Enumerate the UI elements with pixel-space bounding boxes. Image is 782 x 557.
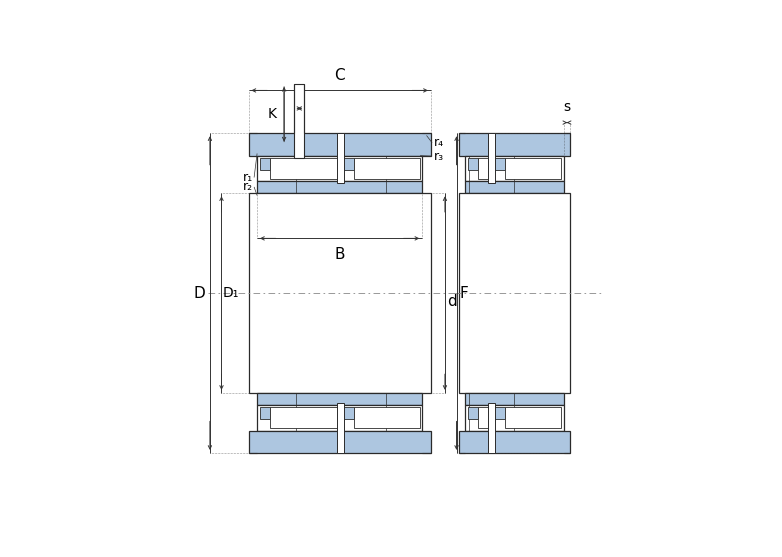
Bar [294, 84, 304, 158]
Bar [257, 393, 422, 405]
Bar [249, 431, 431, 453]
Bar [249, 193, 431, 393]
Text: B: B [335, 247, 345, 262]
Bar [465, 393, 564, 405]
Bar [249, 133, 431, 155]
Bar [489, 403, 495, 453]
Text: r₃: r₃ [434, 149, 444, 163]
Bar [465, 405, 564, 431]
Bar [337, 403, 344, 453]
Bar [494, 407, 505, 419]
Bar [505, 158, 561, 179]
Bar [260, 158, 271, 170]
Bar [343, 158, 354, 170]
Bar [354, 407, 420, 428]
Bar [459, 133, 570, 155]
Bar [468, 158, 479, 170]
Bar [271, 407, 338, 428]
Bar [505, 407, 561, 428]
Text: K: K [267, 108, 276, 121]
Text: D₁: D₁ [223, 286, 239, 300]
Text: D: D [194, 286, 206, 301]
Bar [257, 155, 422, 182]
Text: r₁: r₁ [242, 171, 253, 184]
Text: r₄: r₄ [434, 136, 444, 149]
Bar [465, 182, 564, 193]
Text: F: F [459, 286, 468, 301]
Bar [271, 158, 338, 179]
Bar [354, 158, 420, 179]
Bar [479, 158, 490, 179]
Text: b: b [295, 87, 303, 101]
Bar [468, 407, 479, 419]
Bar [337, 133, 344, 183]
Bar [479, 407, 490, 428]
Bar [257, 182, 422, 193]
Bar [459, 431, 570, 453]
Bar [257, 405, 422, 431]
Bar [459, 193, 570, 393]
Bar [489, 133, 495, 183]
Text: d: d [447, 294, 457, 309]
Text: r₂: r₂ [242, 180, 253, 193]
Bar [260, 407, 271, 419]
Text: C: C [335, 68, 345, 82]
Text: s: s [563, 100, 571, 114]
Bar [494, 158, 505, 170]
Bar [343, 407, 354, 419]
Bar [465, 155, 564, 182]
